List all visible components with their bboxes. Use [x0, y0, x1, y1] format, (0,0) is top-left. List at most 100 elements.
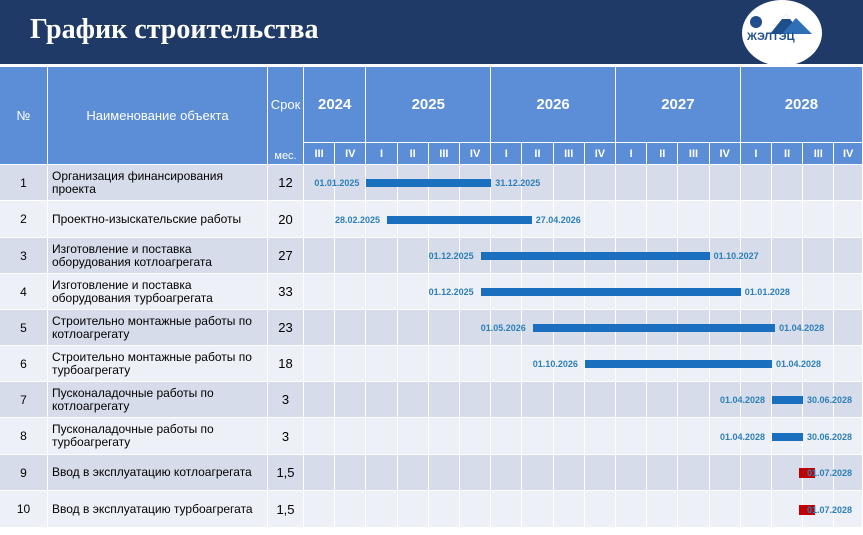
- timeline-cell: [616, 455, 648, 491]
- timeline-cell: [460, 418, 492, 455]
- timeline-cell: [304, 455, 336, 491]
- column-header-number: №: [0, 67, 48, 165]
- timeline-cell: [491, 491, 523, 528]
- timeline-cell: [834, 382, 863, 418]
- year-header-2024: 2024: [304, 67, 367, 143]
- timeline-cell: [584, 382, 616, 418]
- timeline-cell: [678, 418, 710, 455]
- row-number: 2: [0, 201, 48, 238]
- timeline-cell: [460, 491, 492, 528]
- timeline-cell: [491, 165, 523, 201]
- quarter-header: I: [366, 143, 398, 165]
- timeline-cell: [366, 238, 398, 274]
- company-logo: ЖЭЛТЭЦ: [742, 0, 822, 66]
- timeline-cell: [428, 310, 460, 346]
- timeline-cell: [584, 491, 616, 528]
- task-name: Пусконаладочные работы по турбоагрегату: [48, 418, 268, 455]
- timeline-cell: [772, 310, 804, 346]
- task-duration: 3: [268, 382, 304, 418]
- timeline-cell: [647, 382, 679, 418]
- timeline-cell: [740, 418, 772, 455]
- gantt-bar: [772, 396, 804, 404]
- timeline-cell: [678, 165, 710, 201]
- timeline-cell: [304, 238, 336, 274]
- timeline-cell: [553, 201, 585, 238]
- quarter-header: IV: [335, 143, 367, 165]
- timeline-cell: [553, 346, 585, 382]
- quarter-header: IV: [460, 143, 492, 165]
- timeline-cell: [397, 382, 429, 418]
- timeline-cell: [834, 346, 863, 382]
- timeline-cell: [366, 382, 398, 418]
- quarter-header: II: [647, 143, 679, 165]
- task-duration: 18: [268, 346, 304, 382]
- milestone-marker: [798, 504, 815, 515]
- timeline-cell: [335, 491, 367, 528]
- task-name: Изготовление и поставка оборудования тур…: [48, 274, 268, 310]
- timeline-cell: [772, 238, 804, 274]
- quarter-header: I: [740, 143, 772, 165]
- gantt-bar: [480, 288, 741, 296]
- task-name: Строительно монтажные работы по турбоагр…: [48, 346, 268, 382]
- timeline-cell: [803, 238, 835, 274]
- timeline-cell: [740, 382, 772, 418]
- row-number: 3: [0, 238, 48, 274]
- timeline-cell: [647, 201, 679, 238]
- quarter-header: III: [678, 143, 710, 165]
- end-date-label: 01.04.2028: [779, 323, 825, 333]
- timeline-cell: [397, 491, 429, 528]
- timeline-cell: [709, 491, 741, 528]
- task-name: Ввод в эксплуатацию турбоагрегата: [48, 491, 268, 528]
- timeline-cell: [834, 165, 863, 201]
- timeline-cell: [647, 165, 679, 201]
- timeline-cell: [803, 201, 835, 238]
- quarter-header: IV: [709, 143, 741, 165]
- start-date-label: 01.05.2026: [480, 323, 526, 333]
- end-date-label: 01.07.2028: [807, 468, 853, 478]
- start-date-label: 01.04.2028: [720, 395, 766, 405]
- timeline-cell: [740, 201, 772, 238]
- timeline-cell: [335, 382, 367, 418]
- end-date-label: 31.12.2025: [495, 178, 541, 188]
- row-number: 7: [0, 382, 48, 418]
- end-date-label: 01.07.2028: [807, 504, 853, 515]
- timeline-cell: [772, 274, 804, 310]
- timeline-cell: [709, 238, 741, 274]
- timeline-cell: [709, 382, 741, 418]
- timeline-cell: [616, 382, 648, 418]
- timeline-cell: [803, 418, 835, 455]
- task-name: Пусконаладочные работы по котлоагрегату: [48, 382, 268, 418]
- gantt-bar: [584, 360, 772, 368]
- timeline-cell: [834, 455, 863, 491]
- timeline-cell: [304, 201, 336, 238]
- page-title: График строительства: [30, 14, 319, 45]
- timeline-cell: [397, 310, 429, 346]
- gantt-bar: [386, 215, 532, 224]
- start-date-label: 28.02.2025: [334, 214, 381, 225]
- timeline-cell: [304, 346, 336, 382]
- timeline-cell: [397, 455, 429, 491]
- timeline-cell: [772, 201, 804, 238]
- timeline-cell: [522, 382, 554, 418]
- timeline-cell: [397, 418, 429, 455]
- quarter-header: I: [616, 143, 648, 165]
- timeline-cell: [366, 346, 398, 382]
- timeline-cell: [678, 382, 710, 418]
- quarter-header: II: [522, 143, 554, 165]
- timeline-cell: [366, 491, 398, 528]
- timeline-cell: [366, 418, 398, 455]
- timeline-cell: [522, 346, 554, 382]
- timeline-cell: [304, 382, 336, 418]
- timeline-cell: [803, 346, 835, 382]
- duration-header-top: Срок: [270, 97, 301, 112]
- row-number: 10: [0, 491, 48, 528]
- timeline-cell: [834, 310, 863, 346]
- timeline-cell: [647, 418, 679, 455]
- timeline-cell: [616, 418, 648, 455]
- start-date-label: 01.12.2025: [428, 251, 474, 261]
- logo-text: ЖЭЛТЭЦ: [747, 31, 795, 43]
- task-duration: 3: [268, 418, 304, 455]
- timeline-cell: [335, 165, 367, 201]
- end-date-label: 01.01.2028: [744, 287, 790, 297]
- timeline-cell: [460, 310, 492, 346]
